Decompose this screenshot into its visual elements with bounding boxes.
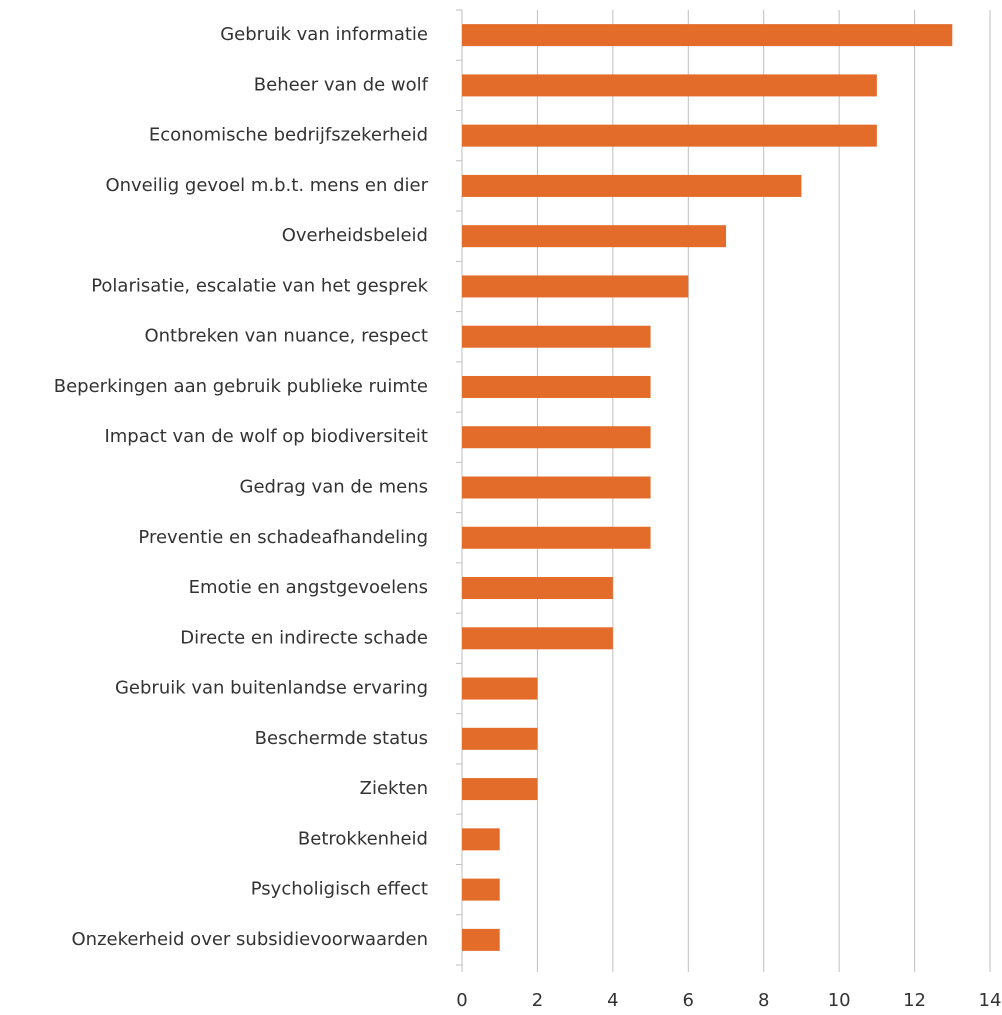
y-tick-label: Preventie en schadeafhandeling [138,527,428,548]
bar [462,426,651,449]
y-tick-label: Gedrag van de mens [240,477,428,498]
bar [462,74,877,97]
bar [462,677,538,700]
y-tick-label: Betrokkenheid [298,828,428,849]
y-tick-label: Onveilig gevoel m.b.t. mens en dier [105,175,428,196]
bar [462,275,689,298]
y-tick-label: Psycholigisch effect [251,879,428,900]
bar [462,174,802,197]
bar [462,325,651,348]
y-tick-label: Onzekerheid over subsidievoorwaarden [72,929,428,950]
x-tick-label: 10 [828,990,851,1011]
bar [462,928,500,951]
x-tick-label: 4 [607,990,618,1011]
x-tick-label: 14 [979,990,1002,1011]
x-tick-label: 2 [532,990,543,1011]
bar [462,225,726,248]
bar [462,124,877,147]
bar [462,526,651,549]
bar [462,627,613,650]
bar [462,878,500,901]
y-tick-label: Overheidsbeleid [282,225,428,246]
x-tick-label: 12 [903,990,926,1011]
bar [462,375,651,398]
y-tick-label: Polarisatie, escalatie van het gesprek [91,275,428,296]
y-tick-label: Emotie en angstgevoelens [189,577,428,598]
bar [462,24,953,47]
bar [462,727,538,750]
y-tick-label: Ontbreken van nuance, respect [144,326,428,347]
bar [462,476,651,499]
x-tick-label: 0 [456,990,467,1011]
bar [462,577,613,600]
y-tick-label: Economische bedrijfszekerheid [149,125,428,146]
y-tick-label: Gebruik van informatie [220,24,428,45]
y-tick-label: Impact van de wolf op biodiversiteit [104,426,428,447]
x-tick-label: 6 [683,990,694,1011]
bar [462,778,538,801]
x-tick-label: 8 [758,990,769,1011]
y-tick-label: Directe en indirecte schade [180,627,428,648]
y-tick-label: Gebruik van buitenlandse ervaring [115,678,428,699]
bar [462,828,500,851]
y-tick-label: Beschermde status [255,728,428,749]
y-tick-label: Ziekten [360,778,428,799]
y-tick-label: Beheer van de wolf [254,74,429,95]
y-tick-label: Beperkingen aan gebruik publieke ruimte [54,376,428,397]
